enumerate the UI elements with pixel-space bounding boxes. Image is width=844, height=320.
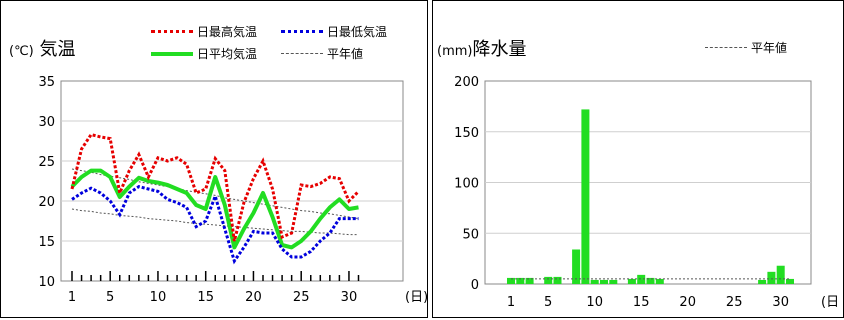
precip-bar [507, 277, 515, 284]
legend-item-normal: 平年値 [281, 45, 363, 62]
precip-x-tick-label: 30 [772, 295, 789, 310]
precip-x-axis-unit: (日 [821, 295, 839, 310]
temp-y-tick-label: 25 [38, 155, 55, 170]
temp-x-tick-label: 20 [245, 290, 262, 305]
precip-x-tick-label: 10 [586, 295, 603, 310]
precip-bar [646, 277, 655, 284]
precip-bar [590, 279, 599, 284]
precip-bar [553, 276, 562, 284]
temp-y-tick-label: 20 [38, 195, 55, 210]
series-max-line [70, 132, 360, 242]
temp-x-axis-unit: (日) [405, 290, 427, 305]
precip-x-tick-label: 20 [679, 295, 696, 310]
precip-bar [786, 278, 794, 284]
legend-max-swatch [151, 30, 193, 33]
precip-bar [600, 279, 608, 284]
legend-mean-swatch [151, 51, 193, 56]
temperature-title: 気温 [39, 39, 76, 60]
precip-y-tick-label: 0 [471, 278, 479, 293]
precip-bar [609, 279, 618, 284]
precip-bar [776, 265, 785, 284]
temperature-title-block: (℃) 気温 [9, 35, 75, 61]
precip-y-tick-label: 100 [454, 177, 479, 192]
legend-item-min: 日最低気温 [281, 23, 387, 40]
temp-y-tick-label: 30 [38, 115, 55, 130]
series-normal-max [71, 168, 359, 220]
legend-normal-label: 平年値 [327, 47, 364, 61]
precip-bar [525, 277, 534, 284]
legend-item-max: 日最高気温 [151, 23, 257, 40]
temp-x-tick-label: 25 [293, 290, 310, 305]
precip-bar [572, 249, 581, 284]
legend-max-label: 日最高気温 [197, 25, 258, 39]
precip-title-block: (mm)降水量 [437, 35, 526, 61]
temp-x-tick-label: 30 [341, 290, 358, 305]
temp-x-tick-label: 5 [106, 290, 114, 305]
precip-bar [627, 278, 636, 284]
precip-x-tick-label: 15 [633, 295, 650, 310]
series-min-line [71, 184, 359, 265]
precip-bar [516, 277, 525, 284]
precip-x-tick-label: 1 [507, 295, 515, 310]
legend-item-mean: 日平均気温 [151, 45, 257, 62]
precip-y-tick-label: 50 [462, 227, 479, 242]
precip-bar [544, 276, 553, 284]
temp-y-tick-label: 35 [38, 75, 55, 90]
precip-title: 降水量 [472, 39, 527, 60]
precip-x-tick-label: 25 [726, 295, 743, 310]
legend-mean-label: 日平均気温 [197, 47, 258, 61]
legend-min-swatch [281, 30, 323, 33]
temperature-panel: 10 15 20 25 30 35 1 5 10 15 20 25 30 (日) (℃) 気温 日最高気温… [0, 0, 428, 318]
precip-legend-normal-label: 平年値 [751, 41, 788, 55]
temp-x-tick-label: 1 [68, 290, 76, 305]
temp-y-tick-label: 10 [38, 275, 55, 290]
precip-y-tick-label: 150 [454, 126, 479, 141]
precip-legend-normal-swatch [705, 47, 747, 48]
temperature-unit: (℃) [9, 44, 34, 59]
precip-x-tick-label: 5 [544, 295, 552, 310]
precip-bar [767, 271, 776, 284]
temp-x-tick-label: 15 [197, 290, 214, 305]
precipitation-panel: 0 50 100 150 200 1 5 10 15 20 25 30 (日 (mm)降水量 平年値 [432, 0, 844, 318]
legend-min-label: 日最低気温 [327, 25, 388, 39]
precip-bar [637, 274, 646, 284]
temp-x-tick-label: 10 [150, 290, 167, 305]
precip-unit: (mm) [437, 44, 473, 59]
precip-legend-normal: 平年値 [705, 39, 787, 56]
precip-bar [581, 109, 590, 284]
series-mean-line [70, 168, 359, 250]
temp-y-tick-label: 15 [38, 235, 55, 250]
legend-normal-swatch [281, 53, 323, 54]
precip-bar [655, 278, 664, 284]
precip-y-tick-label: 200 [454, 75, 479, 90]
precip-bar [758, 279, 767, 284]
